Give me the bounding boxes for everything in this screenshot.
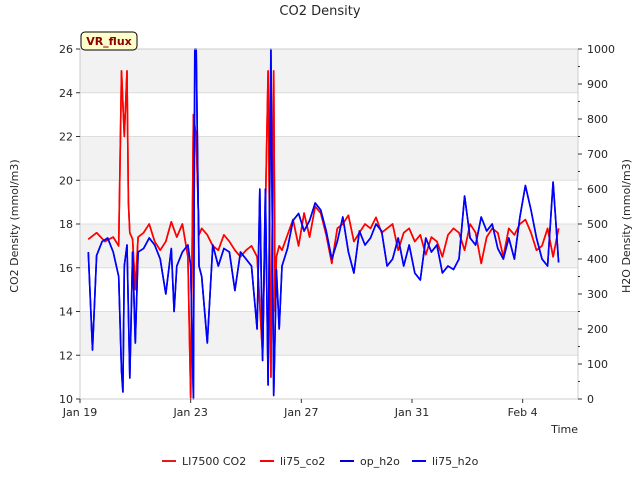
y-right-tick-label: 200 xyxy=(587,323,608,336)
legend-item: li75_h2o xyxy=(412,455,479,468)
y-right-tick-label: 300 xyxy=(587,288,608,301)
axes: 10 12 14 16 18 20 22 24 26 0 100 200 300 400 500 600 700… xyxy=(59,43,615,419)
y-right-tick-label: 700 xyxy=(587,148,608,161)
plot-band xyxy=(80,49,578,93)
y-left-tick-label: 26 xyxy=(59,43,73,56)
y-left-tick-label: 18 xyxy=(59,218,73,231)
y-axis-right-title: H2O Density (mmol/m3) xyxy=(620,159,633,293)
legend-item: LI7500 CO2 xyxy=(162,455,246,468)
x-tick-label: Jan 19 xyxy=(62,406,97,419)
plot-band xyxy=(80,355,578,399)
legend-label: li75_co2 xyxy=(280,455,325,468)
y-left-tick-label: 24 xyxy=(59,87,73,100)
legend-label: LI7500 CO2 xyxy=(182,455,246,468)
y-left-tick-label: 12 xyxy=(59,349,73,362)
plot-band xyxy=(80,92,578,137)
legend-item: li75_co2 xyxy=(260,455,325,468)
y-right-tick-label: 400 xyxy=(587,253,608,266)
y-left-tick-label: 16 xyxy=(59,262,73,275)
y-right-tick-label: 100 xyxy=(587,358,608,371)
y-right-tick-label: 600 xyxy=(587,183,608,196)
x-tick-label: Jan 23 xyxy=(172,406,207,419)
plot-band xyxy=(80,267,578,312)
y-right-tick-label: 500 xyxy=(587,218,608,231)
x-tick-label: Jan 27 xyxy=(283,406,318,419)
x-tick-label: Jan 31 xyxy=(394,406,429,419)
x-tick-label: Feb 4 xyxy=(508,406,538,419)
series-line-li75_co2 xyxy=(87,70,560,400)
series-line-li75_h2o xyxy=(87,48,560,400)
plot-band xyxy=(80,180,578,224)
y-axis-left-title: CO2 Density (mmol/m3) xyxy=(8,159,21,292)
y-left-tick-label: 10 xyxy=(59,393,73,406)
chart-title: CO2 Density xyxy=(279,4,360,19)
legend: LI7500 CO2 li75_co2 op_h2o li75_h2o xyxy=(162,455,479,468)
plot-band xyxy=(80,136,578,181)
y-right-tick-label: 900 xyxy=(587,78,608,91)
y-right-tick-label: 800 xyxy=(587,113,608,126)
plot-band xyxy=(80,311,578,356)
y-left-tick-label: 22 xyxy=(59,131,73,144)
y-right-tick-label: 0 xyxy=(587,393,594,406)
legend-item: op_h2o xyxy=(340,455,400,468)
legend-label: op_h2o xyxy=(360,455,400,468)
vr-flux-badge: VR_flux xyxy=(80,31,138,51)
vr-flux-badge-text: VR_flux xyxy=(86,35,132,48)
y-right-tick-label: 1000 xyxy=(587,43,615,56)
x-axis-title: Time xyxy=(550,423,578,436)
series-layer xyxy=(87,48,560,400)
y-left-tick-label: 14 xyxy=(59,306,73,319)
legend-label: li75_h2o xyxy=(432,455,479,468)
y-left-tick-label: 20 xyxy=(59,174,73,187)
